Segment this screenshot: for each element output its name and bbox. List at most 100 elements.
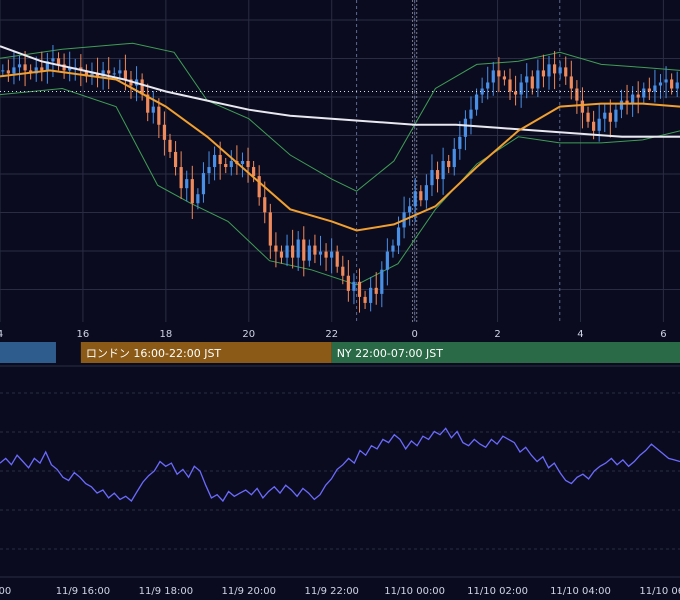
candle-body	[447, 161, 451, 168]
price-x-tick-label: 20	[242, 329, 255, 340]
candle-body	[179, 167, 183, 189]
price-x-tick-label: 2	[494, 329, 500, 340]
candle-body	[435, 170, 440, 180]
candle-body	[45, 61, 49, 71]
candle-body	[129, 79, 133, 86]
candle-body	[313, 245, 317, 255]
candle-body	[341, 266, 345, 276]
candle-body	[502, 76, 507, 80]
candle-body	[229, 161, 233, 168]
oscillator-line	[0, 427, 680, 503]
candle-body	[369, 287, 373, 303]
oscillator-panel	[0, 427, 680, 503]
candle-body	[580, 100, 585, 113]
session-markers	[356, 0, 561, 322]
candle-body	[274, 245, 278, 252]
candle-body	[324, 251, 328, 258]
candle-body	[452, 148, 456, 168]
candle-body	[592, 121, 596, 131]
oscillator-x-tick-label: 11/10 02:00	[467, 586, 528, 597]
candle-body	[608, 112, 612, 122]
oscillator-x-tick-label: 11/10 04:00	[550, 586, 611, 597]
price-x-tick-label: 4	[0, 329, 3, 340]
candle-body	[614, 109, 618, 122]
session-band-tokyo	[0, 342, 56, 363]
candle-body	[419, 191, 423, 201]
candle-body	[207, 167, 211, 174]
candle-body	[196, 194, 200, 204]
candle-body	[40, 67, 44, 71]
candle-body	[252, 167, 256, 177]
candle-body	[285, 245, 289, 258]
candle-body	[101, 70, 105, 77]
candlesticks	[1, 45, 679, 313]
short-moving-average-line	[0, 69, 680, 232]
long-moving-average-line	[0, 45, 680, 138]
candle-body	[224, 164, 228, 168]
candle-body	[424, 185, 428, 201]
candle-body	[257, 176, 261, 198]
candle-body	[335, 251, 339, 267]
candle-body	[670, 79, 674, 89]
bollinger-upper-line	[0, 42, 680, 192]
candle-body	[541, 70, 546, 77]
candle-body	[23, 64, 27, 71]
candle-body	[279, 251, 284, 258]
candle-body	[123, 70, 128, 80]
candle-body	[240, 161, 245, 165]
candle-body	[547, 64, 551, 77]
candle-body	[536, 70, 540, 89]
candle-body	[291, 245, 295, 258]
candle-body	[569, 76, 573, 89]
candle-body	[56, 58, 61, 65]
candle-body	[218, 154, 222, 165]
price-grid	[0, 0, 680, 322]
candle-body	[330, 251, 334, 258]
candle-body	[140, 79, 144, 95]
candle-body	[185, 179, 189, 189]
candle-body	[597, 118, 601, 131]
candle-body	[190, 179, 194, 204]
candle-body	[90, 73, 94, 77]
candle-body	[162, 124, 167, 140]
candle-body	[491, 70, 495, 83]
oscillator-grid	[0, 365, 680, 578]
candle-body	[603, 112, 607, 119]
candle-body	[6, 70, 10, 74]
candle-body	[513, 91, 518, 95]
candle-body	[118, 70, 122, 74]
candle-body	[530, 76, 534, 89]
price-x-tick-label: 6	[660, 329, 666, 340]
candle-body	[413, 191, 417, 207]
oscillator-x-tick-label: 11/9 18:00	[139, 586, 193, 597]
candle-body	[17, 64, 22, 68]
candle-body	[173, 151, 178, 168]
candle-body	[647, 88, 651, 92]
candle-body	[642, 88, 646, 98]
candle-body	[625, 100, 629, 104]
candle-body	[586, 112, 590, 122]
price-x-tick-label: 0	[411, 329, 417, 340]
oscillator-x-tick-label: 4:00	[0, 586, 11, 597]
candle-body	[463, 118, 468, 137]
candle-body	[363, 296, 367, 303]
candle-body	[391, 245, 395, 252]
candle-body	[380, 269, 384, 294]
bollinger-bands	[0, 42, 680, 286]
price-x-tick-label: 4	[577, 329, 583, 340]
price-x-tick-label: 16	[77, 329, 90, 340]
candle-body	[107, 70, 111, 74]
candle-body	[469, 109, 473, 119]
candle-body	[151, 106, 155, 113]
candle-body	[112, 73, 116, 75]
candle-body	[157, 106, 161, 125]
candle-body	[201, 173, 206, 195]
candle-body	[34, 67, 38, 74]
candle-body	[302, 239, 306, 261]
candle-body	[318, 251, 323, 255]
candle-body	[79, 67, 83, 71]
candle-body	[636, 94, 640, 98]
price-x-tick-label: 22	[325, 329, 338, 340]
